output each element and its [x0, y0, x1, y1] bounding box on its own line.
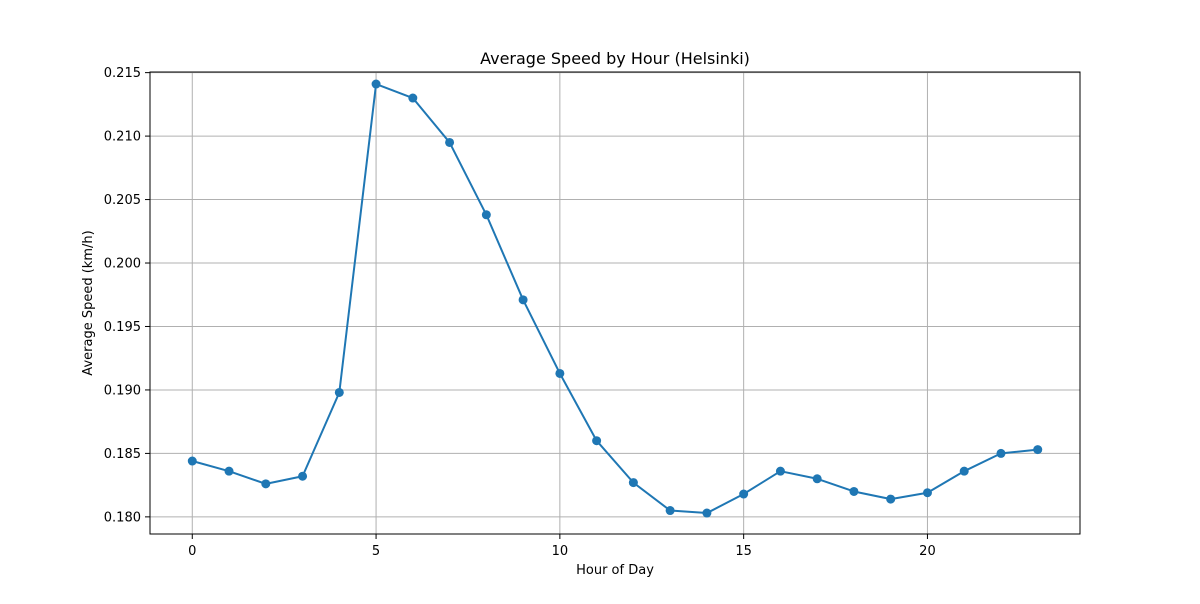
y-tick-label: 0.190: [104, 383, 141, 398]
x-tick-label: 15: [735, 544, 752, 559]
x-tick-label: 20: [919, 544, 936, 559]
data-point: [628, 478, 638, 488]
data-point: [996, 448, 1006, 458]
x-tick-label: 10: [552, 544, 569, 559]
data-point: [959, 466, 969, 476]
y-tick-label: 0.195: [104, 320, 141, 335]
y-tick-label: 0.210: [104, 130, 141, 145]
data-point: [408, 93, 418, 103]
y-axis-label: Average Speed (km/h): [81, 230, 96, 375]
data-point: [775, 466, 785, 476]
y-tick-label: 0.215: [104, 66, 141, 81]
x-axis-label: Hour of Day: [576, 563, 654, 578]
data-point: [334, 387, 344, 397]
data-point: [261, 479, 271, 489]
data-point: [665, 506, 675, 516]
data-point: [555, 368, 565, 378]
data-point: [702, 508, 712, 518]
data-point: [1033, 445, 1043, 455]
data-point: [187, 456, 197, 466]
x-axis-ticks: 0 5 10 15 20: [188, 534, 936, 559]
data-point: [739, 489, 749, 499]
series-layer: [187, 79, 1043, 518]
chart-title: Average Speed by Hour (Helsinki): [480, 49, 750, 68]
data-point: [849, 486, 859, 496]
data-point: [886, 494, 896, 504]
data-point: [224, 466, 234, 476]
y-tick-label: 0.200: [104, 257, 141, 272]
data-point: [445, 137, 455, 147]
y-tick-label: 0.185: [104, 447, 141, 462]
data-point: [812, 474, 822, 484]
data-point: [518, 295, 528, 305]
y-tick-label: 0.205: [104, 193, 141, 208]
x-tick-label: 5: [372, 544, 380, 559]
series-line-0: [192, 83, 1038, 515]
y-axis-ticks: 0.180 0.185 0.190 0.195 0.200 0.205 0.210 0.215: [104, 66, 150, 525]
plot-area-frame: [149, 71, 1081, 535]
data-point: [592, 436, 602, 446]
data-point: [481, 210, 491, 220]
y-tick-label: 0.180: [104, 510, 141, 525]
grid-layer: [150, 72, 1080, 534]
data-point: [298, 471, 308, 481]
x-tick-label: 0: [188, 544, 196, 559]
data-point: [371, 79, 381, 89]
data-point: [922, 488, 932, 498]
